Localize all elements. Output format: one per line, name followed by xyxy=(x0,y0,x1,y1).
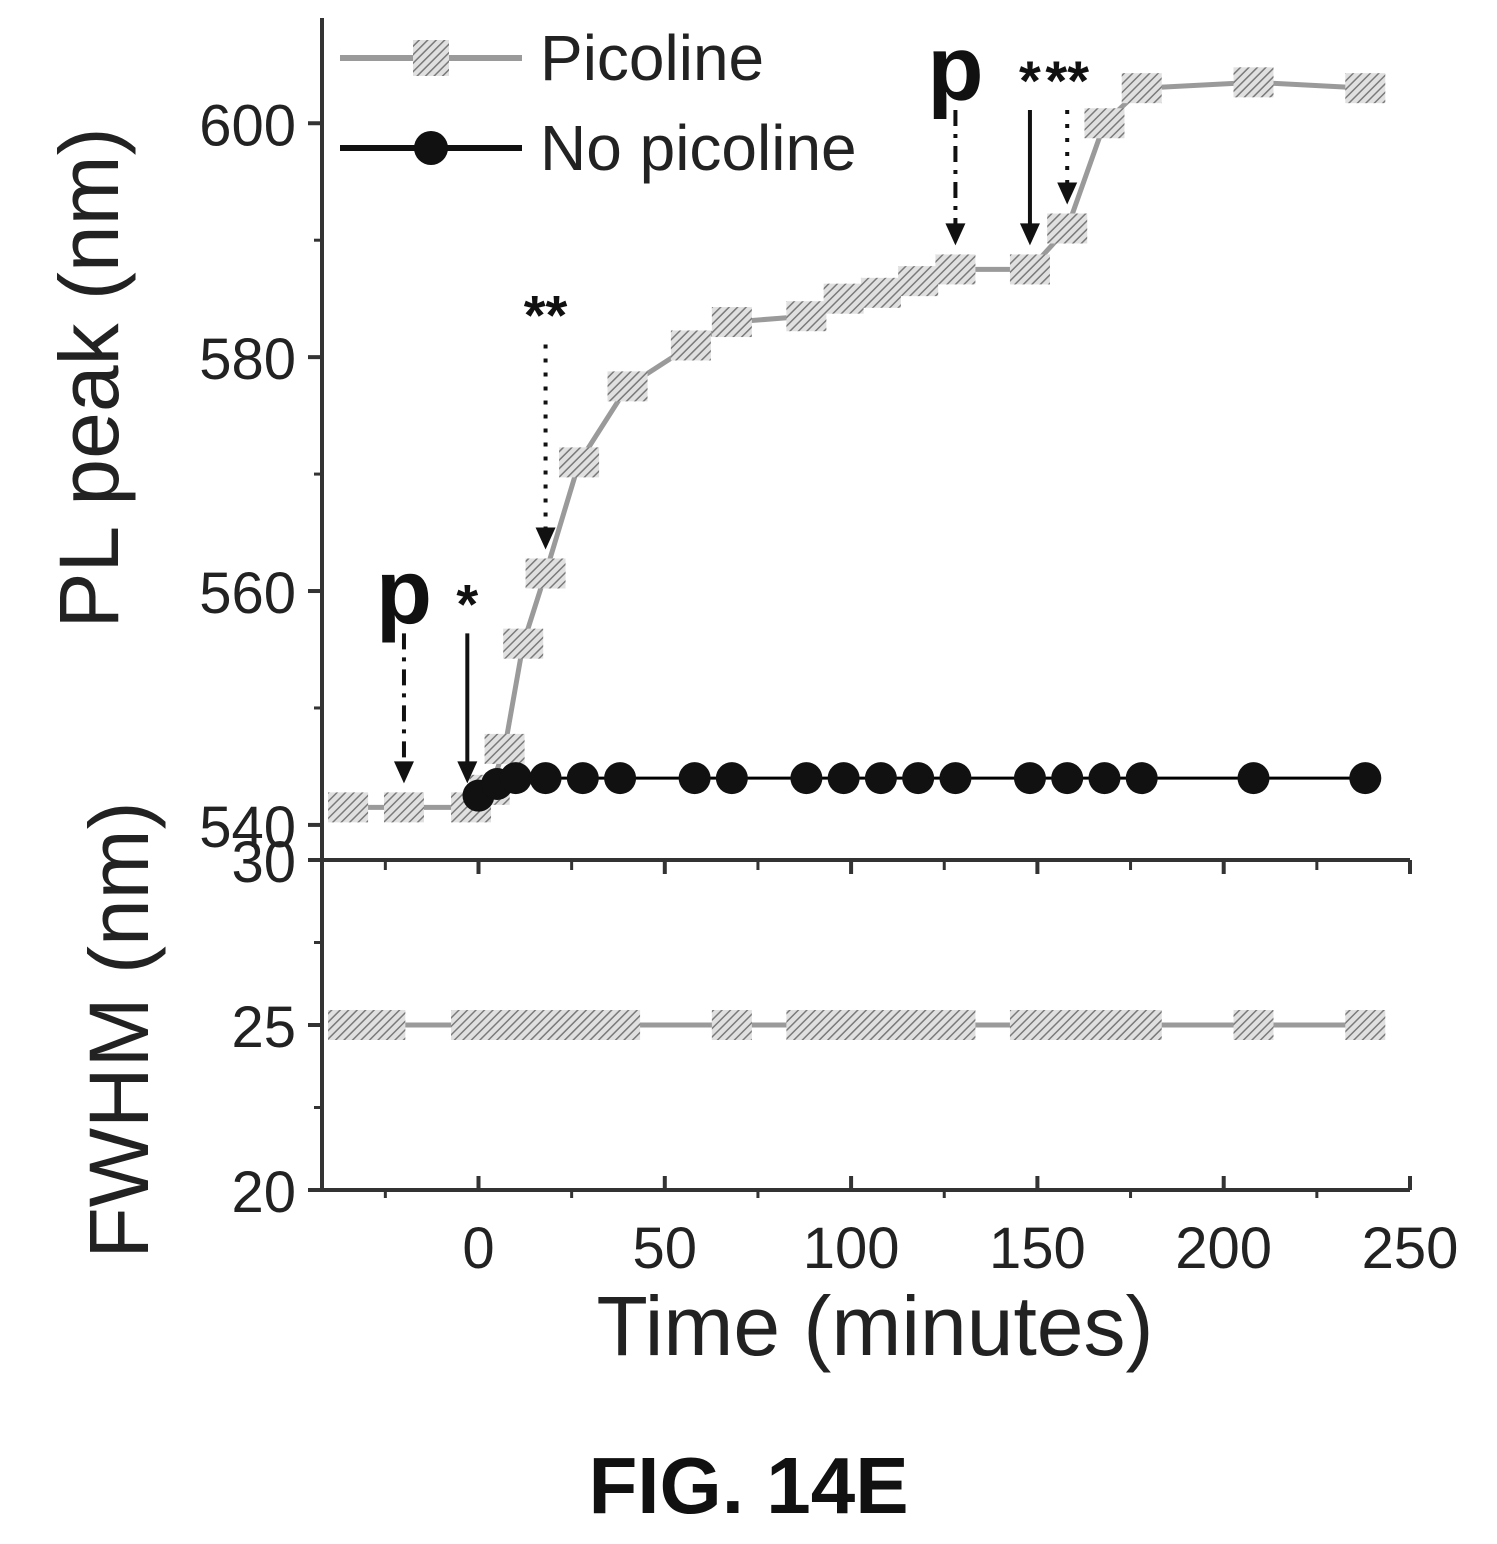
annotation-label: * xyxy=(456,572,478,635)
picoline-pl-peak-point xyxy=(711,307,752,338)
no-picoline-pl-peak-point xyxy=(678,762,711,795)
legend: Picoline No picoline xyxy=(340,22,857,184)
legend-label-no-picoline: No picoline xyxy=(540,112,857,184)
y-tick-label-top: 560 xyxy=(199,561,296,626)
picoline-fwhm-point xyxy=(600,1010,641,1040)
picoline-pl-peak-point xyxy=(525,558,566,589)
picoline-fwhm-point xyxy=(898,1010,939,1040)
no-picoline-pl-peak-point xyxy=(1349,762,1382,795)
picoline-fwhm-point xyxy=(365,1010,406,1040)
annotation-label: p xyxy=(376,541,432,643)
annotation-label: p xyxy=(927,18,983,120)
picoline-pl-peak-point xyxy=(860,277,901,308)
picoline-fwhm-point xyxy=(1345,1010,1386,1040)
no-picoline-pl-peak-point xyxy=(1237,762,1270,795)
no-picoline-pl-peak-point xyxy=(902,762,935,795)
picoline-pl-peak-point xyxy=(670,330,711,361)
y-axis-title-bottom: FWHM (nm) xyxy=(72,801,166,1258)
picoline-fwhm-point xyxy=(328,1010,369,1040)
picoline-pl-peak-line xyxy=(348,79,1366,810)
x-tick-label: 0 xyxy=(462,1216,494,1281)
figure-caption: FIG. 14E xyxy=(588,1441,909,1530)
picoline-pl-peak-point xyxy=(607,371,648,402)
no-picoline-pl-peak-point xyxy=(1125,762,1158,795)
picoline-pl-peak-point xyxy=(328,792,369,823)
picoline-pl-peak-point xyxy=(935,254,976,285)
y-tick-label-top: 580 xyxy=(199,327,296,392)
picoline-pl-peak-point xyxy=(1009,254,1050,285)
picoline-fwhm-point xyxy=(1009,1010,1050,1040)
picoline-pl-peak-point xyxy=(383,792,424,823)
picoline-fwhm-point xyxy=(860,1010,901,1040)
series-top xyxy=(328,67,1386,823)
picoline-fwhm-point xyxy=(935,1010,976,1040)
no-picoline-pl-peak-point xyxy=(1051,762,1084,795)
legend-label-picoline: Picoline xyxy=(540,22,764,94)
x-tick-label: 250 xyxy=(1362,1216,1459,1281)
picoline-pl-peak-point xyxy=(823,283,864,314)
picoline-fwhm-point xyxy=(525,1010,566,1040)
picoline-fwhm-point xyxy=(488,1010,529,1040)
ticks xyxy=(308,121,1412,1198)
picoline-fwhm-point xyxy=(562,1010,603,1040)
annotation-label: ** xyxy=(1045,49,1089,112)
x-tick-label: 200 xyxy=(1175,1216,1272,1281)
y-tick-label-bottom: 25 xyxy=(231,995,296,1060)
picoline-fwhm-point xyxy=(786,1010,827,1040)
no-picoline-pl-peak-point xyxy=(715,762,748,795)
y-tick-label-bottom: 20 xyxy=(231,1160,296,1225)
annotation-label: * xyxy=(1019,49,1041,112)
annotation-arrow-head xyxy=(393,761,414,784)
y-axis-title-top: PL peak (nm) xyxy=(42,127,136,628)
picoline-pl-peak-point xyxy=(1233,67,1274,98)
x-tick-label: 50 xyxy=(633,1216,698,1281)
picoline-fwhm-point xyxy=(823,1010,864,1040)
no-picoline-pl-peak-point xyxy=(604,762,637,795)
series-bottom xyxy=(328,1010,1386,1040)
annotation-arrow-head xyxy=(535,527,556,550)
y-tick-label-top: 600 xyxy=(199,93,296,158)
no-picoline-pl-peak-point xyxy=(790,762,823,795)
no-picoline-pl-peak-point xyxy=(1088,762,1121,795)
y-tick-label-bottom: 30 xyxy=(231,830,296,895)
picoline-fwhm-point xyxy=(711,1010,752,1040)
no-picoline-pl-peak-point xyxy=(566,762,599,795)
annotation-label: ** xyxy=(524,283,568,346)
picoline-pl-peak-point xyxy=(786,301,827,332)
y-tick-label-top: 540 xyxy=(199,795,296,860)
no-picoline-pl-peak-point xyxy=(499,762,532,795)
no-picoline-pl-peak-point xyxy=(939,762,972,795)
picoline-fwhm-point xyxy=(1233,1010,1274,1040)
annotation-arrow-head xyxy=(457,761,478,784)
picoline-fwhm-point xyxy=(1084,1010,1125,1040)
picoline-pl-peak-point xyxy=(1047,213,1088,244)
legend-marker-no-picoline xyxy=(414,131,448,165)
picoline-pl-peak-point xyxy=(898,266,939,297)
annotation-arrow-head xyxy=(945,223,966,246)
no-picoline-pl-peak-point xyxy=(529,762,562,795)
legend-marker-picoline xyxy=(413,40,449,76)
no-picoline-pl-peak-point xyxy=(827,762,860,795)
picoline-pl-peak-point xyxy=(1084,108,1125,139)
tick-labels: 0 50 100 150 200 250 540 560 580 600 20 25 30 xyxy=(199,93,1458,1281)
axes xyxy=(320,18,1410,1192)
no-picoline-pl-peak-point xyxy=(1013,762,1046,795)
no-picoline-pl-peak-point xyxy=(864,762,897,795)
x-tick-label: 100 xyxy=(803,1216,900,1281)
picoline-fwhm-point xyxy=(1047,1010,1088,1040)
picoline-pl-peak-point xyxy=(503,628,544,659)
x-axis-title: Time (minutes) xyxy=(597,1279,1154,1373)
annotation-arrow-head xyxy=(1057,182,1078,205)
picoline-fwhm-point xyxy=(1121,1010,1162,1040)
picoline-pl-peak-point xyxy=(1345,73,1386,104)
picoline-pl-peak-point xyxy=(1121,73,1162,104)
picoline-pl-peak-point xyxy=(559,447,600,478)
picoline-pl-peak-point xyxy=(484,733,525,764)
x-tick-label: 150 xyxy=(989,1216,1086,1281)
annotation-arrow-head xyxy=(1019,223,1040,246)
annotations: p ***p * ** xyxy=(376,18,1089,784)
